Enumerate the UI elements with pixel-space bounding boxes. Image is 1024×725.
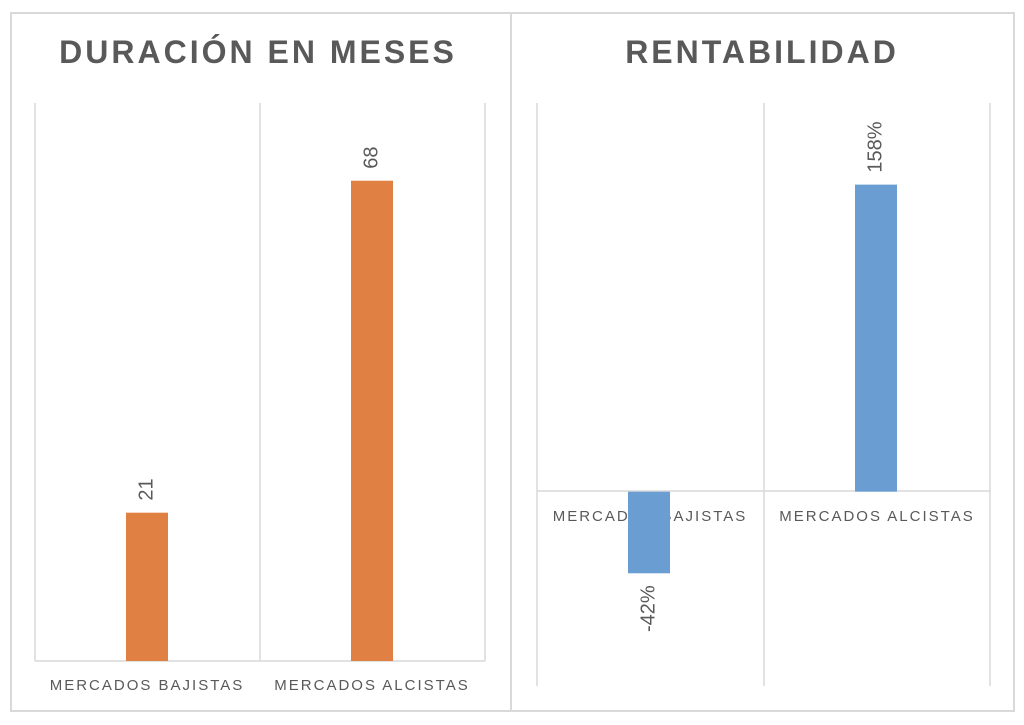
data-label: 21 (135, 478, 157, 500)
category-label-bajistas: MERCADOS BAJISTAS (50, 677, 245, 694)
chart-title-returns: RENTABILIDAD (625, 34, 899, 70)
category-label-alcistas: MERCADOS ALCISTAS (274, 677, 469, 694)
category-label-alcistas: MERCADOS ALCISTAS (779, 508, 974, 525)
chart-title-duration: DURACIÓN EN MESES (59, 34, 457, 70)
bar-alcistas (351, 180, 393, 661)
chart-panel-returns (510, 12, 1015, 712)
data-label: -42% (637, 585, 659, 632)
bar-alcistas (855, 184, 897, 492)
bar-bajistas (628, 491, 670, 574)
data-label: 68 (360, 146, 382, 168)
chart-panel-duration (10, 12, 512, 712)
data-label: 158% (864, 121, 886, 172)
bar-bajistas (126, 512, 168, 661)
